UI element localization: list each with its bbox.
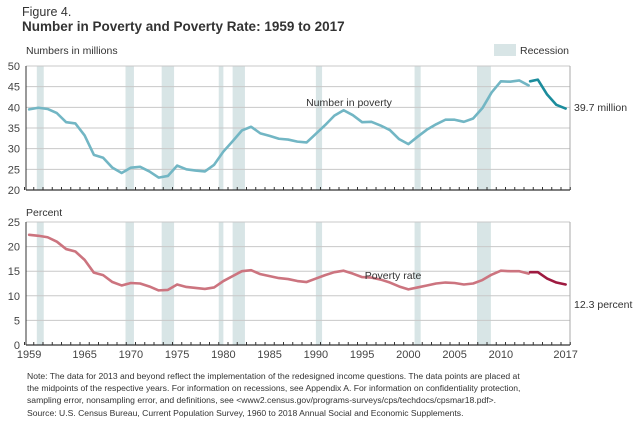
recession-legend-label: Recession	[520, 45, 569, 57]
source-line: Source: U.S. Census Bureau, Current Popu…	[27, 408, 463, 418]
top-y-axis-label: Numbers in millions	[26, 45, 118, 57]
x-tick-label: 1959	[17, 349, 41, 361]
x-tick-label: 1985	[257, 349, 281, 361]
chart-title: Number in Poverty and Poverty Rate: 1959…	[22, 19, 345, 34]
y-tick-label: 10	[8, 291, 20, 303]
y-tick-label: 25	[8, 164, 20, 176]
y-tick-label: 40	[8, 102, 20, 114]
bottom-series-label: Poverty rate	[365, 270, 422, 282]
recession-band	[36, 222, 44, 345]
number-in-poverty-chart: 20 25 30 35 40 45 50	[8, 61, 571, 197]
recession-band	[315, 222, 323, 345]
x-tick-label: 2010	[489, 349, 513, 361]
poverty-rate-chart: 0 5 10 15 20 25	[8, 217, 571, 352]
x-tick-label: 2005	[442, 349, 466, 361]
x-tick-label: 1995	[350, 349, 374, 361]
x-tick-label: 1990	[304, 349, 328, 361]
series-line-redesigned	[528, 270, 567, 286]
note-line-3: sampling error, nonsampling error, and d…	[27, 395, 496, 405]
x-tick-label: 1980	[211, 349, 235, 361]
top-end-label: 39.7 million	[574, 102, 627, 114]
x-tick-label: 1970	[119, 349, 143, 361]
x-tick-label: 2017	[553, 349, 577, 361]
y-tick-label: 15	[8, 266, 20, 278]
y-tick-label: 0	[14, 340, 20, 352]
series-line-original	[27, 233, 530, 292]
y-tick-label: 20	[8, 242, 20, 254]
recession-band	[414, 222, 421, 345]
y-tick-label: 30	[8, 144, 20, 156]
y-tick-label: 25	[8, 217, 20, 229]
recession-legend-swatch	[494, 44, 516, 56]
recession-band	[232, 222, 245, 345]
top-series-label: Number in poverty	[306, 97, 393, 109]
note-line-2: the midpoints of the respective years. F…	[27, 383, 520, 393]
x-tick-label: 1965	[72, 349, 96, 361]
y-tick-label: 35	[8, 123, 20, 135]
note-line-1: Note: The data for 2013 and beyond refle…	[27, 371, 520, 381]
y-tick-label: 5	[14, 315, 20, 327]
y-tick-label: 50	[8, 61, 20, 73]
figure-label: Figure 4.	[22, 5, 71, 19]
series-line-original	[27, 79, 530, 179]
bottom-end-label: 12.3 percent	[574, 299, 632, 311]
bottom-y-axis-label: Percent	[26, 207, 62, 219]
recession-band	[477, 222, 491, 345]
y-tick-label: 45	[8, 82, 20, 94]
recession-band	[161, 222, 175, 345]
x-tick-label: 1975	[165, 349, 189, 361]
x-axis-tick-labels: 1959 1965 1970 1975 1980 1985 1990 1995 2000 2005…	[17, 349, 578, 361]
x-tick-label: 2000	[396, 349, 420, 361]
series-line-redesigned	[528, 78, 567, 110]
y-tick-label: 20	[8, 185, 20, 197]
